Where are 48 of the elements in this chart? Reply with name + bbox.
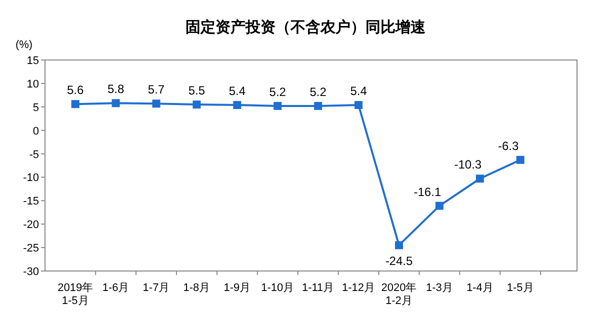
y-tick-label: -10 [23, 172, 39, 184]
data-label: 5.6 [67, 83, 84, 98]
data-label: 5.5 [188, 84, 206, 98]
x-tick-label: 1-3月 [426, 282, 453, 294]
y-tick-label: -30 [23, 266, 39, 278]
y-tick-label: 10 [26, 78, 39, 90]
point [71, 100, 80, 108]
point [314, 102, 322, 110]
y-tick-label: -5 [29, 148, 39, 161]
y-tick-label: 5 [32, 102, 39, 114]
point [516, 156, 524, 164]
data-label: -24.5 [385, 254, 413, 268]
point [152, 100, 160, 108]
data-label: -6.3 [498, 138, 520, 153]
data-label: 5.4 [228, 84, 246, 98]
data-label: -10.3 [454, 158, 482, 172]
point [233, 101, 242, 110]
x-tick-label: 1-11月 [302, 282, 334, 294]
x-tick-label: 2019年 1-5月 [58, 282, 94, 308]
y-axis-title: (%) [15, 39, 33, 51]
point [354, 101, 363, 110]
data-label: 5.2 [269, 84, 286, 99]
x-tick-label: 1-8月 [183, 282, 210, 294]
x-tick-label: 2020年 1-2月 [381, 282, 417, 308]
x-tick-label: 1-12月 [342, 282, 376, 294]
point [394, 241, 403, 250]
y-tick-label: 0 [32, 125, 39, 138]
x-tick-label: 1-10月 [261, 282, 294, 294]
y-tick-label: -20 [23, 219, 39, 232]
x-tick-label: 1-6月 [102, 282, 130, 294]
point [192, 100, 201, 109]
x-tick-label: 1-4月 [466, 282, 494, 294]
point [274, 102, 282, 110]
point [435, 202, 444, 210]
data-label: -16.1 [414, 184, 442, 199]
data-label: 5.2 [310, 84, 327, 99]
data-label: 5.4 [350, 84, 368, 98]
chart-title: 固定资产投资（不含农户）同比增速 [186, 18, 426, 36]
x-tick-label: 1-7月 [142, 282, 170, 294]
x-tick-label: 1-9月 [224, 282, 251, 294]
data-label: 5.7 [148, 82, 165, 97]
y-tick-label: -25 [23, 242, 39, 255]
data-label: 5.8 [107, 82, 124, 96]
y-tick-label: -15 [23, 196, 39, 208]
point [476, 174, 484, 183]
y-tick-label: 15 [26, 55, 39, 67]
point [112, 99, 120, 108]
x-tick-label: 1-5月 [506, 282, 534, 294]
